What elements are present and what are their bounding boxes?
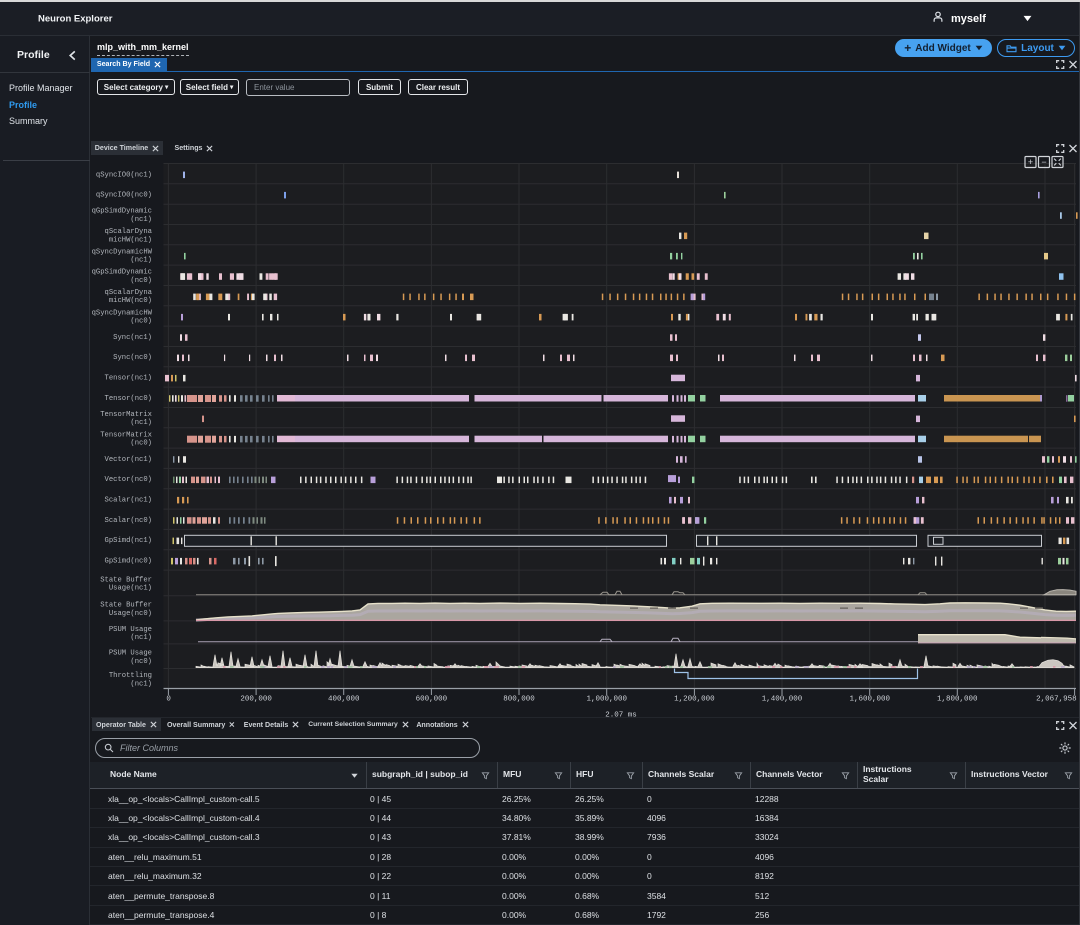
svg-text:Vector(nc1): Vector(nc1) [105, 456, 152, 464]
svg-text:qGpSimdDynamic: qGpSimdDynamic [92, 208, 152, 216]
svg-text:TensorMatrix: TensorMatrix [100, 431, 152, 439]
svg-text:micHW(nc1): micHW(nc1) [109, 236, 152, 244]
svg-text:0: 0 [166, 696, 171, 704]
svg-text:1,000,000: 1,000,000 [586, 696, 627, 704]
svg-text:2,067,958: 2,067,958 [1036, 696, 1077, 704]
svg-text:(nc0): (nc0) [130, 440, 152, 448]
svg-text:1,600,000: 1,600,000 [849, 696, 890, 704]
svg-text:GpSimd(nc1): GpSimd(nc1) [105, 537, 152, 545]
svg-text:Vector(nc0): Vector(nc0) [105, 476, 152, 484]
svg-text:Usage(nc0): Usage(nc0) [109, 610, 152, 618]
svg-text:Scalar(nc1): Scalar(nc1) [105, 497, 152, 505]
svg-text:−: − [1041, 157, 1046, 167]
svg-text:micHW(nc0): micHW(nc0) [109, 297, 152, 305]
svg-text:(nc0): (nc0) [130, 658, 152, 666]
svg-text:(nc1): (nc1) [130, 257, 152, 265]
svg-text:Scalar(nc0): Scalar(nc0) [105, 517, 152, 525]
svg-text:800,000: 800,000 [503, 696, 535, 704]
svg-text:Tensor(nc1): Tensor(nc1) [105, 375, 152, 383]
svg-text:400,000: 400,000 [328, 696, 360, 704]
svg-text:GpSimd(nc0): GpSimd(nc0) [105, 558, 152, 566]
svg-text:1,200,000: 1,200,000 [674, 696, 715, 704]
svg-text:Sync(nc1): Sync(nc1) [113, 334, 152, 342]
svg-text:(nc0): (nc0) [130, 277, 152, 285]
svg-text:qSyncDynamicHW: qSyncDynamicHW [92, 248, 153, 256]
svg-text:State Buffer: State Buffer [100, 576, 152, 584]
svg-text:PSUM Usage: PSUM Usage [109, 626, 152, 634]
svg-text:1,400,000: 1,400,000 [762, 696, 803, 704]
svg-text:Sync(nc0): Sync(nc0) [113, 354, 152, 362]
svg-text:qGpSimdDynamic: qGpSimdDynamic [92, 269, 152, 277]
svg-text:qSyncIO0(nc1): qSyncIO0(nc1) [96, 171, 152, 179]
svg-text:Throttling: Throttling [109, 672, 152, 680]
svg-text:(nc0): (nc0) [130, 318, 152, 326]
svg-text:(nc1): (nc1) [130, 419, 152, 427]
svg-text:qScalarDyna: qScalarDyna [105, 228, 153, 236]
svg-text:PSUM Usage: PSUM Usage [109, 650, 152, 658]
svg-text:Usage(nc1): Usage(nc1) [109, 585, 152, 593]
svg-text:qScalarDyna: qScalarDyna [105, 289, 153, 297]
svg-text:qSyncDynamicHW: qSyncDynamicHW [92, 309, 153, 317]
svg-text:Tensor(nc0): Tensor(nc0) [105, 395, 152, 403]
svg-text:2.07 ms: 2.07 ms [605, 712, 637, 719]
svg-text:(nc1): (nc1) [130, 634, 152, 642]
svg-text:(nc1): (nc1) [130, 216, 152, 224]
svg-text:200,000: 200,000 [240, 696, 272, 704]
svg-text:(nc1): (nc1) [130, 680, 152, 688]
svg-text:1,800,000: 1,800,000 [937, 696, 978, 704]
svg-text:600,000: 600,000 [416, 696, 448, 704]
svg-text:State Buffer: State Buffer [100, 602, 152, 610]
svg-text:qSyncIO0(nc0): qSyncIO0(nc0) [96, 192, 152, 200]
svg-text:TensorMatrix: TensorMatrix [100, 411, 152, 419]
svg-text:+: + [1028, 157, 1033, 167]
